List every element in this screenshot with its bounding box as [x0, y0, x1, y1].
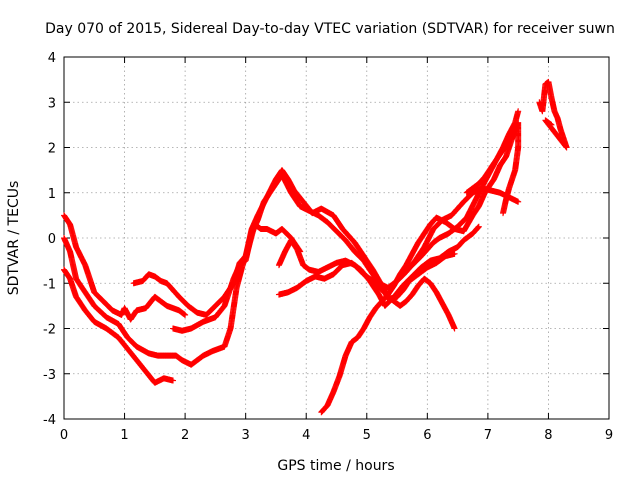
- data-point: [451, 325, 458, 332]
- data-point: [512, 126, 519, 133]
- data-point: [500, 210, 507, 217]
- x-tick-label: 3: [242, 428, 250, 443]
- series-track-c: [61, 266, 176, 386]
- data-point: [474, 224, 481, 231]
- series-track-e: [170, 171, 522, 334]
- y-tick-label: -2: [43, 323, 56, 338]
- data-point: [182, 311, 189, 318]
- y-tick-label: 4: [48, 51, 56, 66]
- x-tick-label: 1: [120, 428, 128, 443]
- series-track-k: [536, 78, 570, 151]
- series-track-a: [61, 212, 189, 323]
- y-tick-label: 0: [48, 232, 56, 247]
- data-point: [170, 377, 176, 384]
- y-tick-label: 1: [48, 187, 56, 202]
- series-track-j: [463, 126, 519, 196]
- y-tick-label: -4: [43, 413, 56, 428]
- y-tick-label: -1: [43, 277, 56, 292]
- x-axis-label: GPS time / hours: [277, 458, 394, 474]
- x-tick-label: 5: [363, 428, 371, 443]
- x-tick-label: 9: [605, 428, 613, 443]
- data-point: [475, 223, 482, 230]
- y-tick-label: -3: [43, 368, 56, 383]
- series-track-h: [318, 119, 522, 416]
- series-track-g: [275, 223, 482, 309]
- axis-ticks: 0 1 2 3 4 5 6 7 8 9 -4 -3 -2 -1 0 1 2 3 4: [43, 51, 613, 443]
- data-point: [515, 198, 522, 205]
- y-tick-label: 3: [48, 96, 56, 111]
- x-tick-label: 2: [181, 428, 189, 443]
- data-point: [451, 250, 458, 257]
- data-point: [515, 108, 522, 115]
- data-point: [475, 224, 482, 231]
- series-track-f: [275, 237, 458, 332]
- x-tick-label: 8: [544, 428, 552, 443]
- chart-title: Day 070 of 2015, Sidereal Day-to-day VTE…: [45, 21, 615, 37]
- data-points: [61, 78, 570, 416]
- x-tick-label: 6: [423, 428, 431, 443]
- x-tick-label: 4: [302, 428, 310, 443]
- x-tick-label: 0: [60, 428, 68, 443]
- y-axis-label: SDTVAR / TECUs: [6, 181, 22, 296]
- data-point: [548, 121, 555, 128]
- y-tick-label: 2: [48, 142, 56, 157]
- grid-lines: [64, 57, 609, 419]
- x-tick-label: 7: [484, 428, 492, 443]
